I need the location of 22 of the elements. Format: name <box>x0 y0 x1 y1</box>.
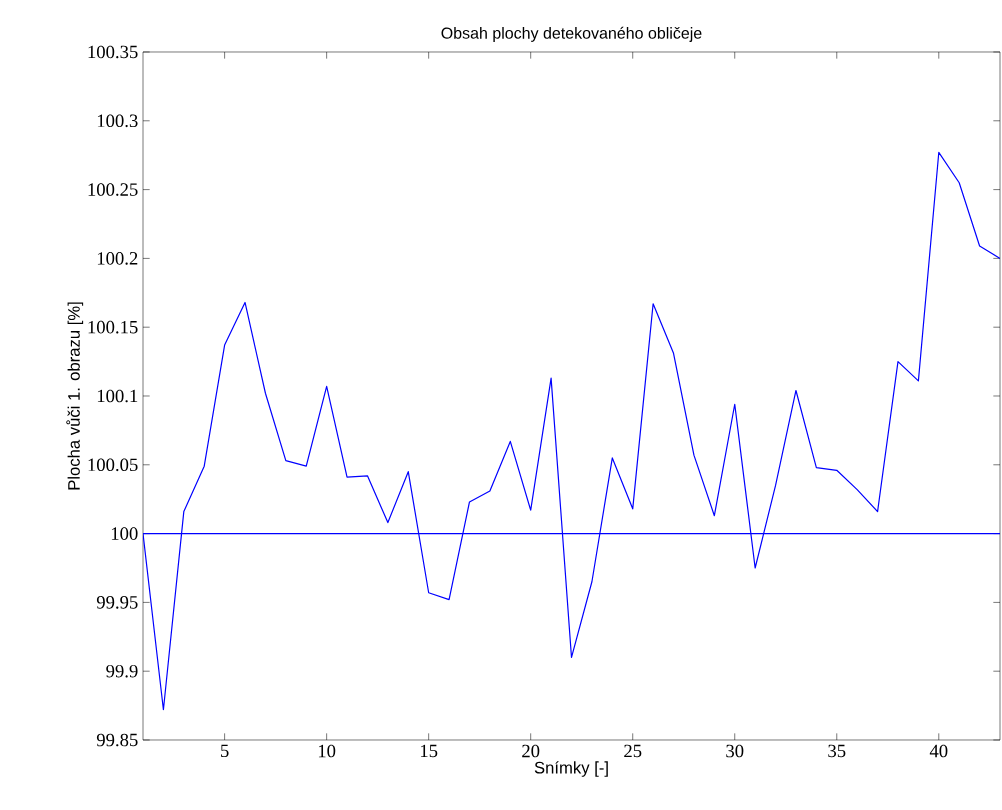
x-tick-label: 25 <box>624 744 642 758</box>
x-tick-label: 15 <box>420 744 438 758</box>
x-axis-title: Snímky [-] <box>534 761 608 777</box>
y-tick-label: 99.95 <box>96 596 138 609</box>
chart-title: Obsah plochy detekovaného obličeje <box>441 26 702 42</box>
x-tick-label: 35 <box>828 744 846 758</box>
y-tick-label: 99.85 <box>96 733 138 747</box>
y-tick-label: 99.9 <box>106 664 138 678</box>
x-tick-label: 20 <box>522 744 540 758</box>
y-tick-label: 100.2 <box>97 252 138 265</box>
x-tick-label: 10 <box>318 744 336 758</box>
y-axis-title: Plocha vůči 1. obrazu [%] <box>66 302 84 490</box>
x-tick-label: 40 <box>929 744 948 758</box>
x-tick-label: 5 <box>221 744 229 758</box>
y-tick-label: 100.1 <box>97 389 138 403</box>
y-tick-label: 100 <box>111 527 138 540</box>
y-tick-label: 100.15 <box>88 320 138 334</box>
y-tick-label: 100.05 <box>88 458 138 472</box>
y-tick-label: 100.35 <box>88 45 138 59</box>
y-tick-label: 100.25 <box>88 183 138 196</box>
y-tick-label: 100.3 <box>97 114 138 128</box>
x-tick-label: 30 <box>726 744 744 758</box>
